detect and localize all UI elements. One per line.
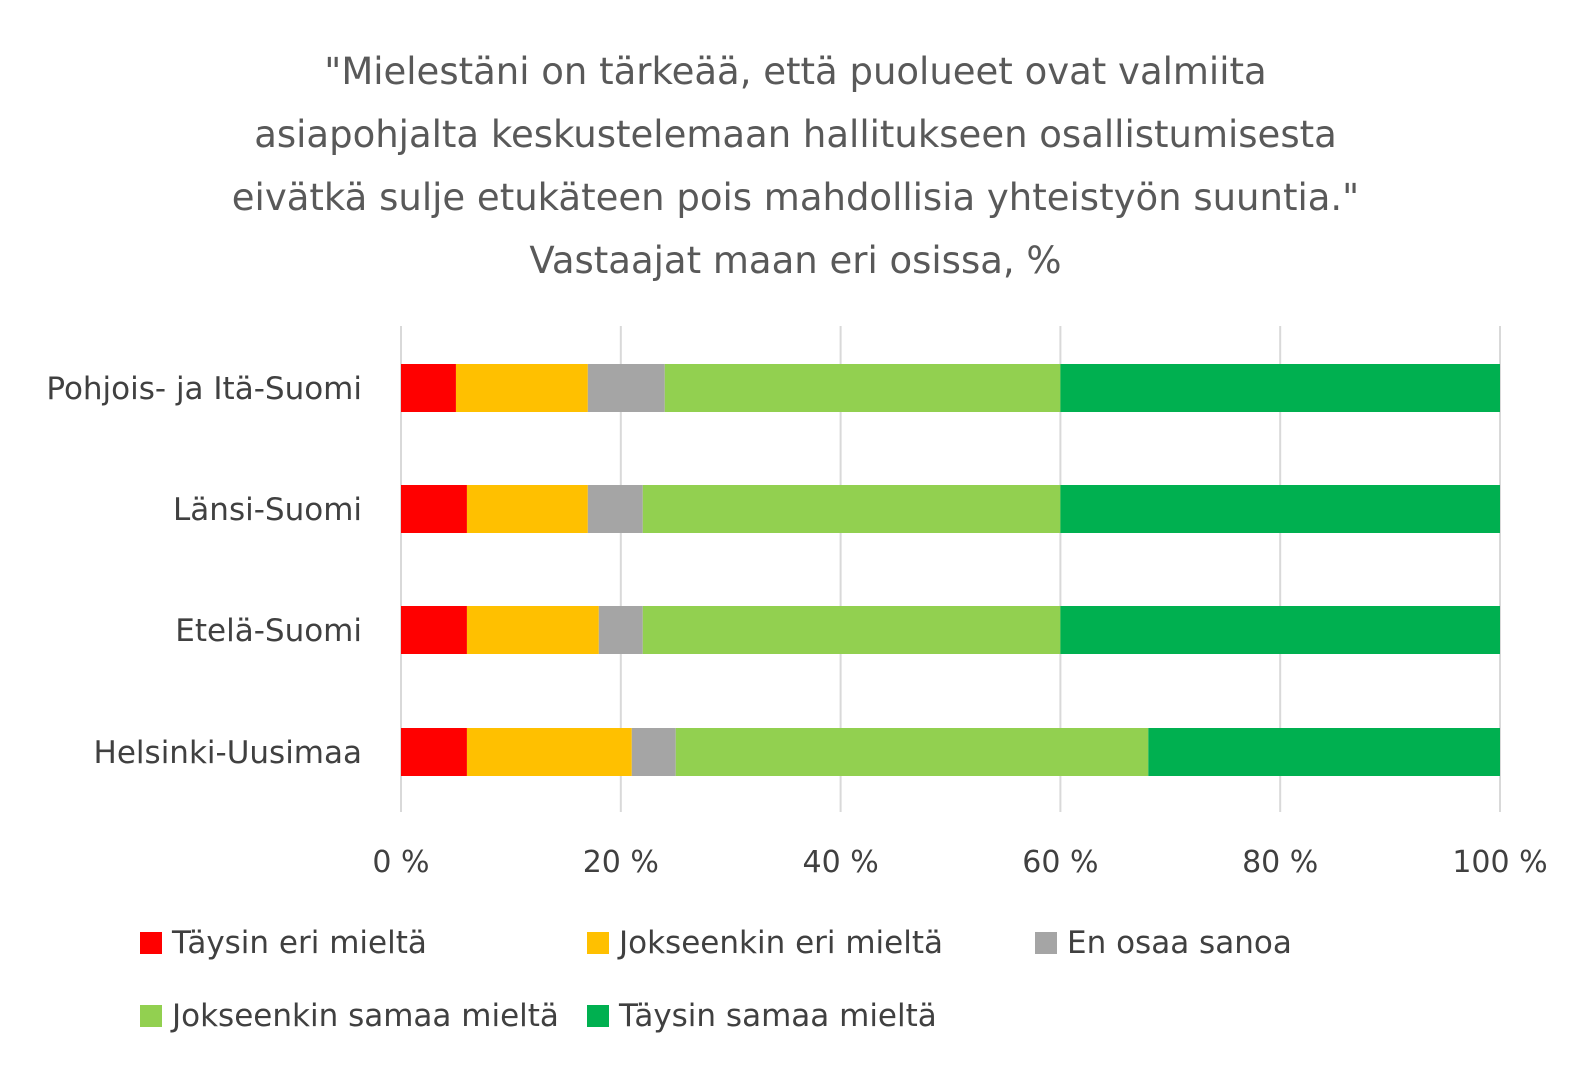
- category-label-3: Helsinki-Uusimaa: [94, 735, 362, 771]
- bar-segment-0-1: [455, 364, 588, 412]
- legend-label-3: Jokseenkin samaa mieltä: [170, 998, 559, 1034]
- legend-swatch-3: [140, 1005, 162, 1027]
- value-axis: 0 % 20 % 40 % 60 % 80 % 100 %: [372, 845, 1547, 880]
- bar-segment-2-2: [598, 606, 643, 654]
- bar-segment-3-0: [401, 728, 467, 776]
- tick-label-20: 20 %: [583, 845, 659, 880]
- bar-segment-1-1: [466, 485, 588, 533]
- tick-label-60: 60 %: [1022, 845, 1098, 880]
- bar-segment-3-3: [675, 728, 1149, 776]
- bar-segment-2-1: [466, 606, 599, 654]
- legend-item-3: Jokseenkin samaa mieltä: [140, 998, 559, 1034]
- chart-legend: Täysin eri mieltä Jokseenkin eri mieltä En…: [140, 925, 1292, 1034]
- bar-segment-1-2: [587, 485, 643, 533]
- bar-segment-1-0: [401, 485, 467, 533]
- legend-swatch-1: [587, 932, 609, 954]
- category-label-1: Länsi-Suomi: [173, 492, 362, 528]
- category-axis: Pohjois- ja Itä-Suomi Länsi-Suomi Etelä-Su…: [46, 371, 362, 771]
- legend-item-4: Täysin samaa mieltä: [587, 998, 937, 1034]
- bars-layer: [401, 364, 1500, 776]
- tick-label-80: 80 %: [1242, 845, 1318, 880]
- chart-title-line-4: Vastaajat maan eri osissa, %: [529, 239, 1062, 282]
- legend-item-2: En osaa sanoa: [1035, 925, 1292, 961]
- bar-segment-0-3: [664, 364, 1061, 412]
- chart-title-line-3: eivätkä sulje etukäteen pois mahdollisia…: [231, 176, 1360, 219]
- legend-label-1: Jokseenkin eri mieltä: [617, 925, 943, 961]
- bar-segment-2-0: [401, 606, 467, 654]
- category-label-0: Pohjois- ja Itä-Suomi: [46, 371, 362, 407]
- legend-item-0: Täysin eri mieltä: [140, 925, 427, 961]
- legend-swatch-2: [1035, 932, 1057, 954]
- bar-segment-2-4: [1060, 606, 1500, 654]
- bar-segment-3-1: [466, 728, 632, 776]
- legend-label-4: Täysin samaa mieltä: [618, 998, 937, 1034]
- bar-segment-0-0: [401, 364, 456, 412]
- legend-swatch-0: [140, 932, 162, 954]
- legend-item-1: Jokseenkin eri mieltä: [587, 925, 943, 961]
- bar-segment-3-2: [631, 728, 676, 776]
- tick-label-0: 0 %: [372, 845, 429, 880]
- chart-title-line-1: "Mielestäni on tärkeää, että puolueet ov…: [324, 50, 1267, 93]
- legend-label-0: Täysin eri mieltä: [171, 925, 427, 961]
- legend-label-2: En osaa sanoa: [1067, 925, 1292, 961]
- bar-segment-2-3: [642, 606, 1061, 654]
- bar-segment-0-2: [587, 364, 665, 412]
- chart-title: "Mielestäni on tärkeää, että puolueet ov…: [0, 40, 1591, 292]
- bar-segment-1-4: [1060, 485, 1500, 533]
- tick-label-40: 40 %: [802, 845, 878, 880]
- category-label-2: Etelä-Suomi: [175, 613, 362, 649]
- bar-segment-3-4: [1148, 728, 1500, 776]
- chart-title-line-2: asiapohjalta keskustelemaan hallitukseen…: [254, 113, 1337, 156]
- legend-swatch-4: [587, 1005, 609, 1027]
- bar-segment-0-4: [1060, 364, 1500, 412]
- tick-label-100: 100 %: [1452, 845, 1547, 880]
- bar-segment-1-3: [642, 485, 1061, 533]
